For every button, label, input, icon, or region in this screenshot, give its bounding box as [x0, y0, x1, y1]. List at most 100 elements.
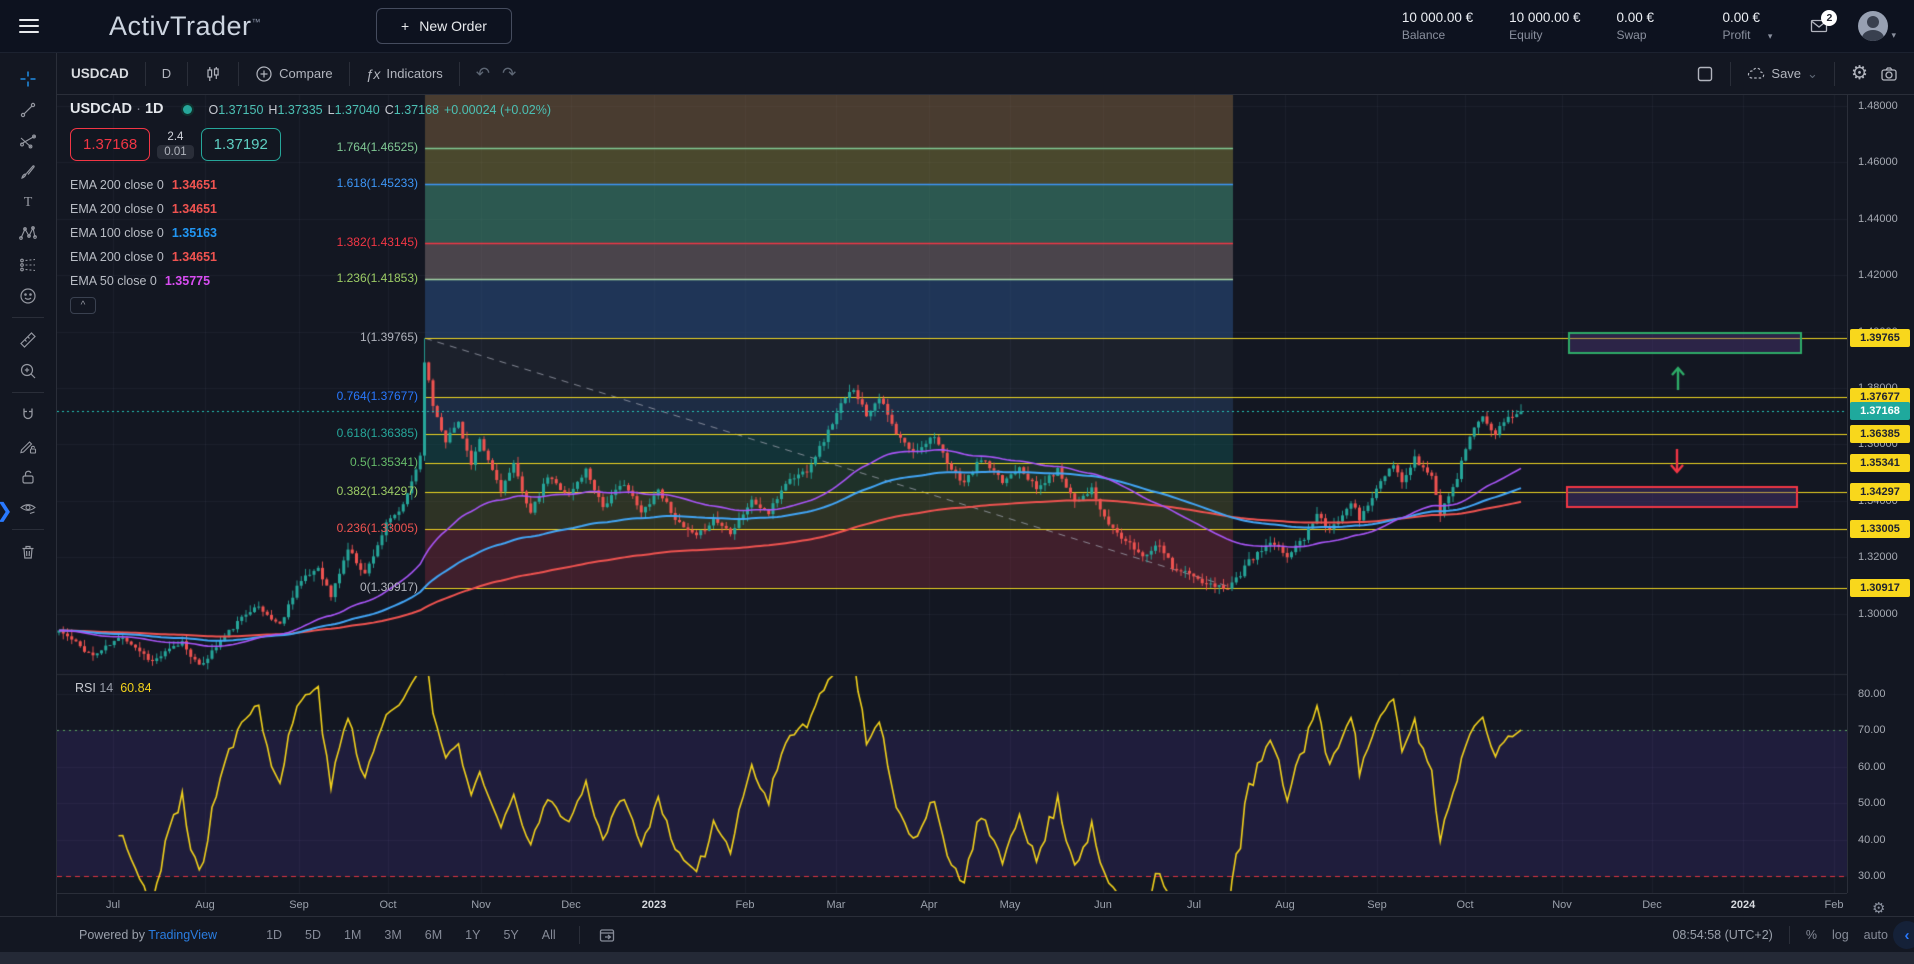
rsi-tick: 80.00 — [1858, 688, 1886, 700]
indicator-legend-row[interactable]: EMA 200 close 0 1.34651 — [70, 197, 556, 221]
rsi-tick: 30.00 — [1858, 870, 1886, 882]
settings-gear-icon[interactable]: ⚙ — [1850, 63, 1868, 84]
remove-drawings-tool[interactable] — [11, 536, 45, 567]
price-level-badge: 1.34297 — [1850, 483, 1910, 502]
indicator-legend-row[interactable]: EMA 50 close 0 1.35775 — [70, 269, 556, 293]
magnet-icon — [23, 408, 33, 419]
time-label-Dec: Dec — [1642, 899, 1662, 911]
ohlc-label: L — [327, 102, 335, 117]
drawing-lock-tool[interactable] — [11, 430, 45, 461]
price-chart[interactable] — [57, 95, 1847, 893]
rsi-tick: 50.00 — [1858, 797, 1886, 810]
ohlc-value: 1.37335 — [277, 102, 323, 117]
fib-retracement-tool[interactable] — [11, 125, 45, 156]
range-button-3M[interactable]: 3M — [384, 927, 402, 942]
indicator-legend-row[interactable]: EMA 200 close 0 1.34651 — [70, 173, 556, 197]
pencil-lock-icon — [20, 440, 37, 454]
redo-button[interactable]: ↷ — [502, 63, 517, 83]
tradingview-link[interactable]: TradingView — [148, 927, 218, 942]
legend-symbol[interactable]: USDCAD · 1D — [70, 101, 164, 117]
mail-badge: 2 — [1821, 9, 1838, 26]
rsi-value: 60.84 — [120, 681, 152, 695]
sell-price-button[interactable]: 1.37168 — [70, 128, 151, 161]
account-value: 10 000.00 € — [1509, 10, 1581, 25]
hide-all-tool[interactable] — [11, 492, 45, 523]
indicator-label: EMA 200 close 0 — [70, 178, 164, 192]
indicators-button[interactable]: ƒx Indicators — [365, 65, 443, 82]
profit-caret-icon[interactable]: ▾ — [1767, 31, 1773, 41]
market-open-dot-icon — [183, 104, 193, 114]
new-order-button[interactable]: + New Order — [376, 8, 512, 44]
trash-icon — [22, 545, 34, 559]
save-caret-icon: ⌄ — [1807, 65, 1818, 81]
ohlc-values: O1.37150 H1.37335 L1.37040 C1.37168 +0.00024… — [208, 102, 556, 117]
powered-by: Powered by TradingView — [79, 927, 218, 942]
crosshair-tool[interactable] — [11, 63, 45, 94]
indicator-value: 1.34651 — [171, 250, 217, 264]
lock-all-tool[interactable] — [11, 461, 45, 492]
lot-size-value[interactable]: 0.01 — [157, 144, 194, 159]
pattern-icon — [19, 225, 37, 240]
screenshot-camera-icon[interactable] — [1874, 65, 1904, 83]
mail-icon[interactable]: 2 — [1810, 9, 1838, 40]
emoji-tool[interactable] — [11, 280, 45, 311]
buy-price-button[interactable]: 1.37192 — [200, 128, 281, 161]
time-axis-gear-icon[interactable]: ⚙ — [1872, 900, 1886, 917]
time-label-2023: 2023 — [641, 899, 667, 911]
trend-icon — [20, 102, 36, 117]
range-button-1Y[interactable]: 1Y — [465, 927, 481, 942]
range-button-5Y[interactable]: 5Y — [503, 927, 519, 942]
magnet-tool[interactable] — [11, 399, 45, 430]
chart-style-button[interactable] — [198, 65, 228, 83]
range-button-1D[interactable]: 1D — [266, 927, 283, 942]
watchlist-expand-chevron-icon[interactable]: ❯ — [0, 498, 13, 523]
price-axis[interactable]: 1.480001.460001.440001.420001.400001.380… — [1847, 95, 1914, 893]
save-button[interactable]: Save ⌄ — [1741, 65, 1824, 83]
price-tick: 1.48000 — [1858, 100, 1898, 112]
menu-icon[interactable] — [0, 15, 57, 37]
indicator-legend-list: EMA 200 close 0 1.34651 EMA 200 close 0 1.3… — [70, 173, 556, 293]
time-label-Dec: Dec — [561, 899, 581, 911]
time-axis[interactable]: Jul Aug Sep Oct Nov Dec 2023 Feb Mar Apr May Jun Jul… — [57, 893, 1847, 916]
range-button-1M[interactable]: 1M — [344, 927, 362, 942]
bottom-toolbar: Powered by TradingView 1D 5D 1M 3M 6M 1Y 5Y All… — [0, 916, 1914, 952]
account-item-swap: 0.00 € Swap — [1616, 10, 1686, 42]
account-label: Balance — [1401, 28, 1446, 42]
indicator-legend-row[interactable]: EMA 200 close 0 1.34651 — [70, 245, 556, 269]
measure-tool[interactable] — [11, 324, 45, 355]
scale-button-percent[interactable]: % — [1805, 927, 1817, 942]
ohlc-value: 1.37150 — [218, 102, 264, 117]
time-label-Nov: Nov — [1552, 899, 1572, 911]
time-label-Feb: Feb — [735, 899, 755, 911]
indicator-label: EMA 200 close 0 — [70, 250, 164, 264]
zoom-in-tool[interactable] — [11, 355, 45, 386]
avatar[interactable] — [1858, 11, 1889, 41]
trademark: ™ — [251, 16, 262, 27]
goto-date-button[interactable] — [578, 925, 616, 944]
text-tool[interactable]: T — [11, 187, 45, 218]
range-button-5D[interactable]: 5D — [305, 927, 322, 942]
layout-button[interactable] — [1690, 65, 1720, 83]
account-item-profit: 0.00 € Profit ▾ — [1722, 10, 1792, 42]
trend-line-tool[interactable] — [11, 94, 45, 125]
fx-icon: ƒx — [365, 65, 381, 82]
time-label-Sep: Sep — [1367, 899, 1387, 911]
ohlc-label: O — [208, 102, 219, 117]
range-button-6M[interactable]: 6M — [424, 927, 443, 942]
eye-icon — [20, 503, 36, 514]
brush-tool[interactable] — [11, 156, 45, 187]
scale-button-auto[interactable]: auto — [1863, 927, 1888, 942]
undo-button[interactable]: ↶ — [475, 63, 491, 83]
panel-collapse-chevron[interactable]: ‹ — [1893, 921, 1914, 949]
interval-button[interactable]: D — [161, 66, 172, 81]
symbol-search-button[interactable]: USDCAD — [71, 66, 129, 81]
range-button-All[interactable]: All — [541, 927, 556, 942]
indicator-legend-row[interactable]: EMA 100 close 0 1.35163 — [70, 221, 556, 245]
forecast-tool[interactable] — [11, 249, 45, 280]
account-label: Profit ▾ — [1722, 28, 1773, 42]
scale-button-log[interactable]: log — [1831, 927, 1849, 942]
compare-button[interactable]: Compare — [249, 65, 338, 83]
legend-collapse-button[interactable]: ^ — [70, 297, 96, 314]
xabcd-pattern-tool[interactable] — [11, 218, 45, 249]
